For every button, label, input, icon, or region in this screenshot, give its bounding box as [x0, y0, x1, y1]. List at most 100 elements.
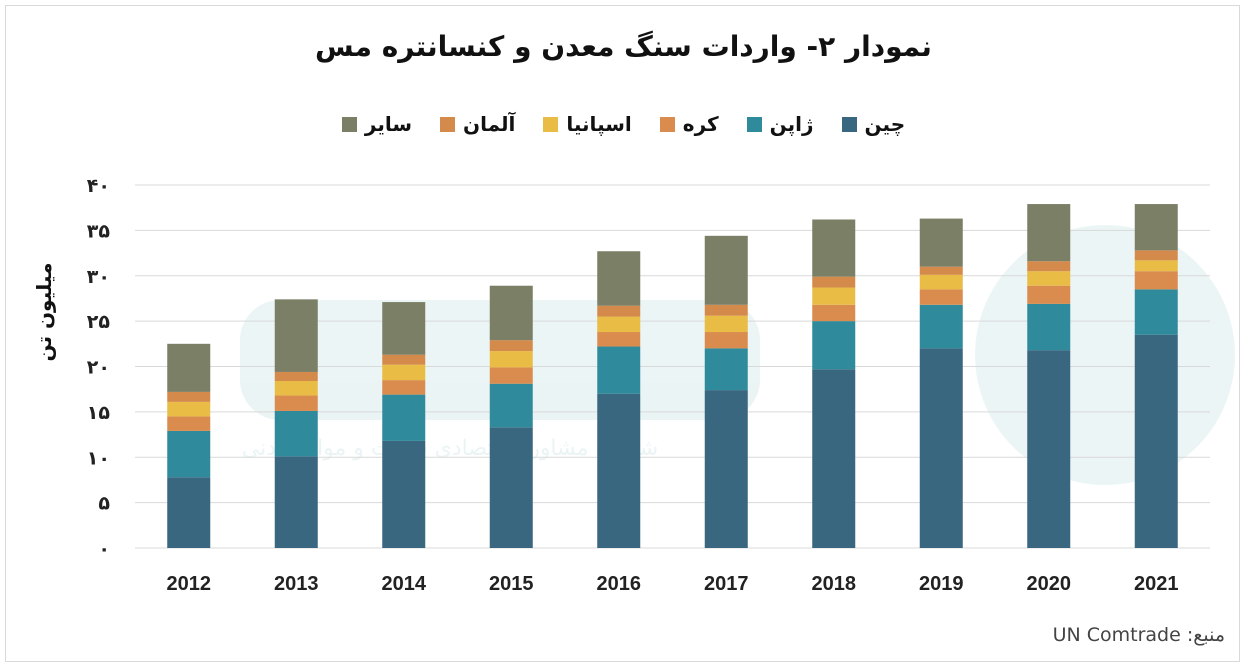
- x-tick-label: 2016: [597, 573, 642, 595]
- legend-swatch: [659, 116, 675, 132]
- bar-segment: [919, 274, 963, 290]
- legend-item: ژاپن: [746, 112, 814, 136]
- chart-frame: [5, 5, 1240, 662]
- legend-item: کره: [659, 112, 719, 136]
- legend-label: اسپانیا: [566, 112, 632, 136]
- bar-segment: [167, 343, 211, 392]
- bar-segment: [489, 285, 533, 341]
- bar-segment: [812, 276, 856, 288]
- bar-segment: [382, 380, 426, 395]
- legend-swatch: [341, 116, 357, 132]
- x-tick-label: 2014: [382, 573, 427, 595]
- y-tick-label: ۰: [98, 538, 110, 560]
- bar-segment: [1027, 285, 1071, 304]
- bar-segment: [382, 394, 426, 441]
- legend-label: ژاپن: [769, 112, 814, 136]
- bar-segment: [167, 391, 211, 402]
- bar-segment: [1134, 204, 1178, 251]
- bar-segment: [274, 410, 318, 457]
- legend-label: کره: [682, 112, 719, 136]
- bar-segment: [382, 354, 426, 365]
- y-tick-label: ۵: [98, 493, 110, 515]
- bar-segment: [1134, 250, 1178, 261]
- bar-segment: [597, 393, 641, 548]
- x-tick-label: 2012: [167, 573, 212, 595]
- bar-segment: [274, 456, 318, 548]
- bar-segment: [167, 401, 211, 417]
- bar-segment: [704, 304, 748, 316]
- bar-segment: [919, 218, 963, 267]
- x-tick-label: 2015: [489, 573, 534, 595]
- bar-segment: [1027, 204, 1071, 262]
- bar-segment: [812, 219, 856, 277]
- bar-segment: [167, 416, 211, 431]
- bar-segment: [919, 348, 963, 548]
- bar-segment: [919, 289, 963, 305]
- bar-segment: [812, 321, 856, 370]
- y-tick-label: ۳۰: [87, 266, 110, 288]
- bar-segment: [274, 381, 318, 396]
- bar-segment: [1134, 289, 1178, 335]
- bar-segment: [382, 440, 426, 548]
- bar-segment: [704, 315, 748, 333]
- bar-segment: [919, 266, 963, 275]
- bar-segment: [597, 346, 641, 394]
- bar-segment: [1027, 261, 1071, 272]
- bar-segment: [382, 302, 426, 355]
- y-tick-label: ۲۵: [87, 311, 111, 333]
- bar-segment: [1027, 350, 1071, 548]
- bar-segment: [1027, 303, 1071, 351]
- bar-segment: [274, 371, 318, 382]
- source-label: منبع: UN Comtrade: [1052, 624, 1225, 646]
- legend-label: آلمان: [463, 112, 516, 136]
- x-tick-label: 2013: [274, 573, 319, 595]
- bar-segment: [1134, 271, 1178, 290]
- bar-segment: [274, 395, 318, 411]
- legend-swatch: [841, 116, 857, 132]
- bar-segment: [919, 304, 963, 349]
- bar-segment: [167, 430, 211, 478]
- bar-segment: [489, 351, 533, 368]
- bar-segment: [274, 299, 318, 372]
- bar-segment: [597, 305, 641, 317]
- y-tick-label: ۳۵: [87, 220, 111, 242]
- legend-item: اسپانیا: [543, 112, 632, 136]
- legend-swatch: [746, 116, 762, 132]
- x-axis-ticks: 2012 2013 2014 2015 2016 2017 2018 2019 2020 2021: [167, 573, 1179, 595]
- bar-segment: [704, 348, 748, 391]
- bars: [167, 204, 1178, 548]
- bar-segment: [812, 287, 856, 305]
- bar-segment: [1134, 260, 1178, 272]
- legend-item: آلمان: [440, 112, 515, 136]
- bar-segment: [382, 364, 426, 381]
- bar-segment: [489, 340, 533, 352]
- y-tick-label: ۱۵: [87, 402, 111, 424]
- legend-item: سایر: [341, 112, 412, 136]
- y-tick-label: ۱۰: [87, 447, 110, 469]
- bar-segment: [167, 477, 211, 548]
- legend-label: چین: [864, 112, 906, 136]
- x-tick-label: 2021: [1134, 573, 1179, 595]
- bar-segment: [812, 369, 856, 548]
- bar-segment: [597, 316, 641, 333]
- legend-swatch: [543, 116, 559, 132]
- bar-segment: [812, 304, 856, 322]
- bar-segment: [489, 367, 533, 384]
- legend-item: چین: [841, 112, 906, 136]
- legend-swatch: [440, 116, 456, 132]
- bar-segment: [1027, 271, 1071, 286]
- bar-segment: [704, 390, 748, 548]
- legend: چین ژاپن کره اسپانیا آلمان سایر: [0, 112, 1247, 136]
- bar-segment: [704, 235, 748, 305]
- chart-title: نمودار ۲- واردات سنگ معدن و کنسانتره مس: [315, 30, 932, 63]
- bar-segment: [597, 251, 641, 306]
- x-tick-label: 2018: [812, 573, 857, 595]
- y-tick-label: ۴۰: [87, 175, 110, 197]
- bar-segment: [597, 332, 641, 347]
- bar-segment: [489, 427, 533, 548]
- x-tick-label: 2017: [704, 573, 749, 595]
- bar-segment: [1134, 334, 1178, 548]
- x-tick-label: 2020: [1027, 573, 1072, 595]
- bar-segment: [489, 383, 533, 428]
